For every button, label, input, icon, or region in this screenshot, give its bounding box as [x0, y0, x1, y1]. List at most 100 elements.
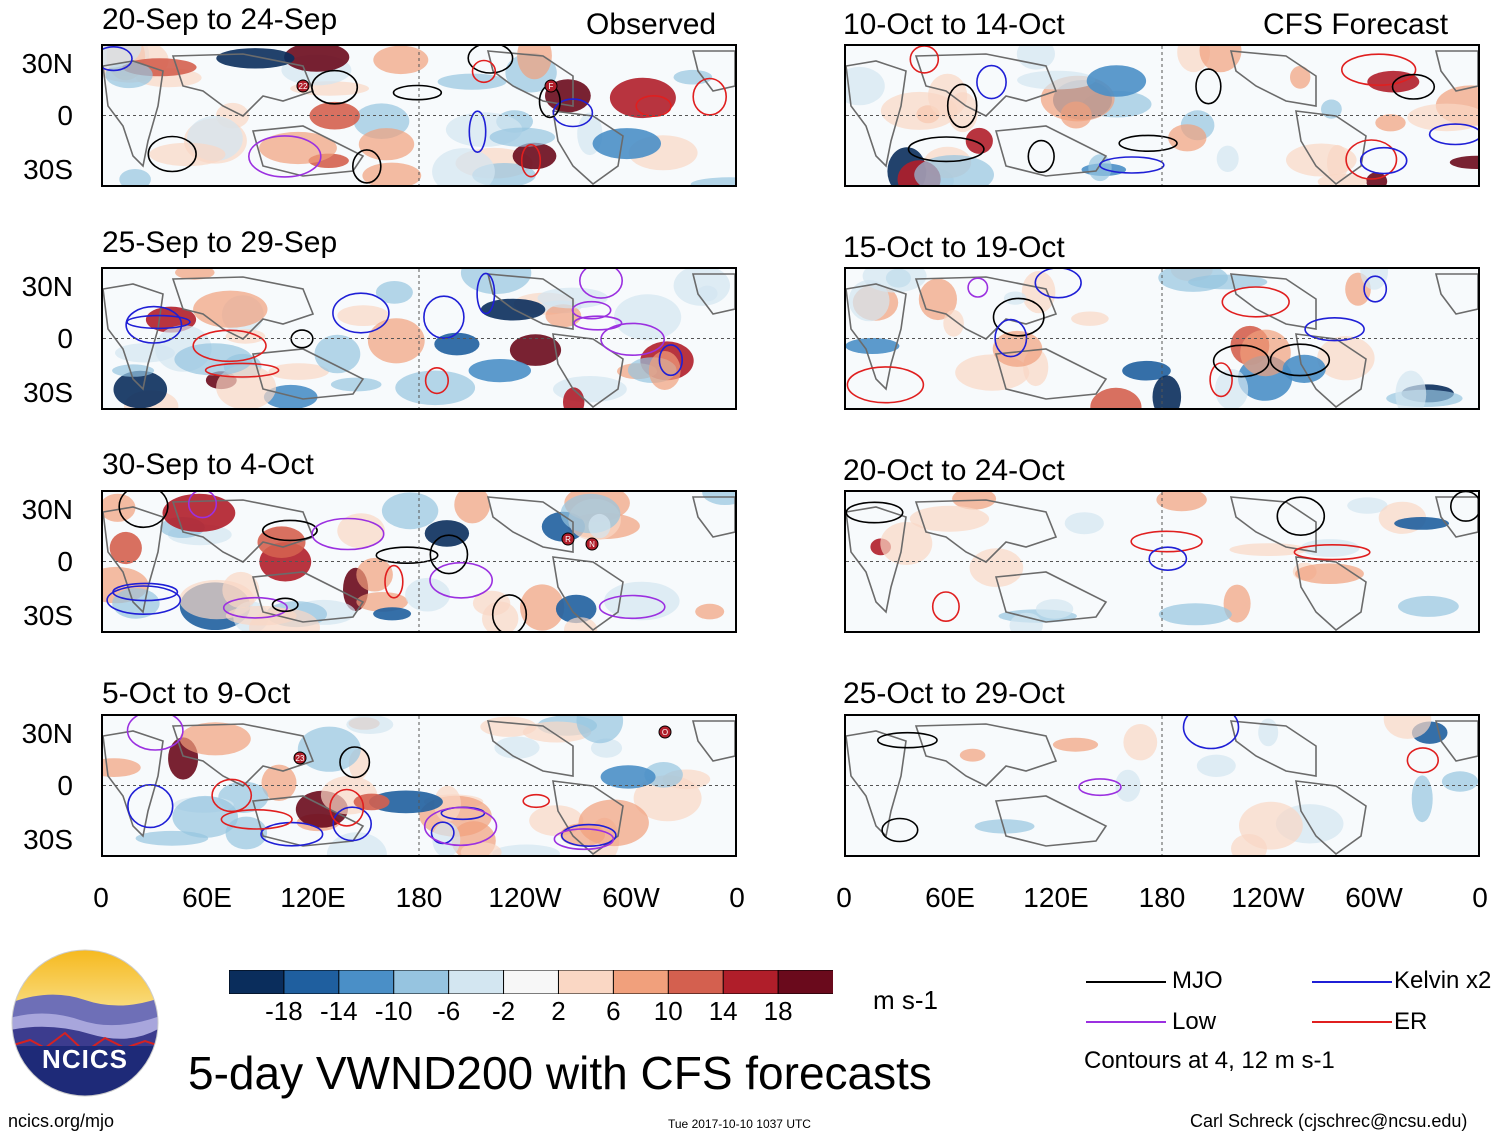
- footer-author[interactable]: Carl Schreck (cjschrec@ncsu.edu): [1190, 1111, 1468, 1131]
- wind-anomaly-shade: [1016, 46, 1055, 70]
- ncics-logo[interactable]: NCICS: [10, 948, 160, 1098]
- coastline: [552, 556, 624, 631]
- coastline: [486, 496, 574, 553]
- colorbar-swatch: [393, 969, 450, 995]
- wave-contour: [1209, 362, 1233, 398]
- lat-label-4-2: 30S: [23, 824, 73, 855]
- colorbar-label: 14: [708, 996, 738, 1026]
- wave-contour: [351, 149, 382, 184]
- wind-anomaly-shade: [1360, 269, 1389, 290]
- wave-contour: [846, 501, 904, 524]
- colorbar-label: -2: [491, 996, 516, 1026]
- wind-anomaly-shade: [690, 177, 735, 185]
- wind-anomaly-shade: [460, 842, 502, 855]
- wave-contour: [1212, 344, 1270, 378]
- lat-label-2-2: 30S: [23, 377, 73, 408]
- map-panel-obs-2: [101, 267, 737, 410]
- wind-anomaly-shade: [1383, 716, 1432, 739]
- wave-contour: [423, 806, 498, 847]
- wave-contour: [375, 546, 439, 565]
- wave-contour: [468, 110, 487, 153]
- coastline: [171, 276, 315, 340]
- wind-anomaly-shade: [600, 765, 656, 789]
- coastline: [914, 276, 1058, 340]
- wind-anomaly-shade: [1071, 311, 1109, 326]
- wave-contour: [222, 596, 288, 619]
- map-panel-fc-3: [844, 490, 1480, 633]
- wind-anomaly-shade: [222, 571, 260, 609]
- wave-contour: [909, 46, 940, 74]
- wind-anomaly-shade: [175, 269, 215, 280]
- wind-anomaly-shade: [1411, 775, 1433, 823]
- wave-contour: [552, 98, 594, 128]
- coastline: [1229, 496, 1317, 553]
- wind-anomaly-shade: [563, 387, 585, 408]
- lon-label-obs-5: 60W: [602, 882, 660, 913]
- wind-anomaly-shade: [1009, 612, 1043, 631]
- wind-anomaly-shade: [1290, 65, 1311, 89]
- colorbar-label: -14: [320, 996, 358, 1026]
- lon-label-obs-4: 120W: [488, 882, 562, 913]
- wind-anomaly-shade: [103, 758, 141, 777]
- wave-contour: [311, 69, 359, 105]
- wind-anomaly-shade: [592, 128, 661, 160]
- storm-marker-label: 23: [296, 754, 305, 763]
- wind-anomaly-shade: [604, 581, 680, 621]
- coastline: [251, 571, 365, 623]
- wave-contour: [103, 46, 133, 72]
- wave-contour: [147, 135, 197, 173]
- wave-contour: [332, 292, 390, 334]
- legend-note: Contours at 4, 12 m s-1: [1084, 1047, 1335, 1074]
- wave-contour: [1182, 716, 1240, 750]
- lat-label-1-2: 30S: [23, 154, 73, 185]
- wave-contour: [1341, 53, 1417, 87]
- wind-anomaly-shade: [1239, 801, 1303, 850]
- wind-anomaly-shade: [375, 281, 413, 304]
- panel-title-obs-1: 20-Sep to 24-Sep: [102, 3, 338, 36]
- colorbar-swatch: [503, 969, 560, 995]
- wind-anomaly-shade: [112, 588, 160, 619]
- wind-anomaly-shade: [179, 722, 251, 756]
- storm-marker-label: F: [549, 82, 554, 91]
- wave-contour: [560, 823, 617, 847]
- wave-contour: [429, 534, 469, 575]
- wave-contour: [192, 329, 267, 363]
- wind-anomaly-shade: [149, 142, 226, 167]
- wave-contour: [211, 778, 253, 813]
- coastline: [691, 720, 735, 762]
- map-panel-fc-4: [844, 714, 1480, 857]
- storm-marker-label: R: [565, 535, 571, 544]
- legend-low-label: Low: [1172, 1008, 1217, 1035]
- wave-contour: [332, 806, 372, 842]
- wind-anomaly-shade: [261, 764, 297, 801]
- panel-title-fc-4: 25-Oct to 29-Oct: [843, 677, 1065, 710]
- wave-contour: [931, 591, 960, 623]
- wave-contour: [1293, 543, 1371, 561]
- wave-contour: [1428, 123, 1478, 146]
- lon-label-obs-6: 0: [729, 882, 745, 913]
- coastline: [1434, 496, 1478, 538]
- wave-contour: [1148, 546, 1188, 571]
- wave-contour: [384, 564, 404, 599]
- colorbar: [228, 969, 834, 995]
- wind-anomaly-shade: [1090, 387, 1142, 408]
- storm-marker-label: 22: [299, 82, 308, 91]
- wind-anomaly-shade: [1152, 375, 1182, 408]
- wind-anomaly-shade: [216, 48, 295, 69]
- coastline: [251, 795, 365, 847]
- wind-anomaly-shade: [576, 716, 624, 744]
- wave-contour: [187, 492, 218, 519]
- wave-contour: [598, 594, 666, 620]
- wind-anomaly-shade: [522, 721, 592, 743]
- legend: MJO Kelvin x2 Low ER Contours at 4, 12 m…: [1084, 966, 1506, 1076]
- footer-site-link[interactable]: ncics.org/mjo: [8, 1111, 115, 1131]
- coastline: [994, 571, 1108, 623]
- wave-contour: [339, 746, 371, 779]
- wind-anomaly-shade: [848, 279, 890, 322]
- wind-anomaly-shade: [297, 726, 361, 772]
- wave-contour: [125, 305, 183, 344]
- wind-anomaly-shade: [614, 294, 682, 341]
- coastline: [251, 348, 365, 400]
- wind-anomaly-shade: [259, 131, 337, 165]
- wave-contour: [573, 315, 623, 331]
